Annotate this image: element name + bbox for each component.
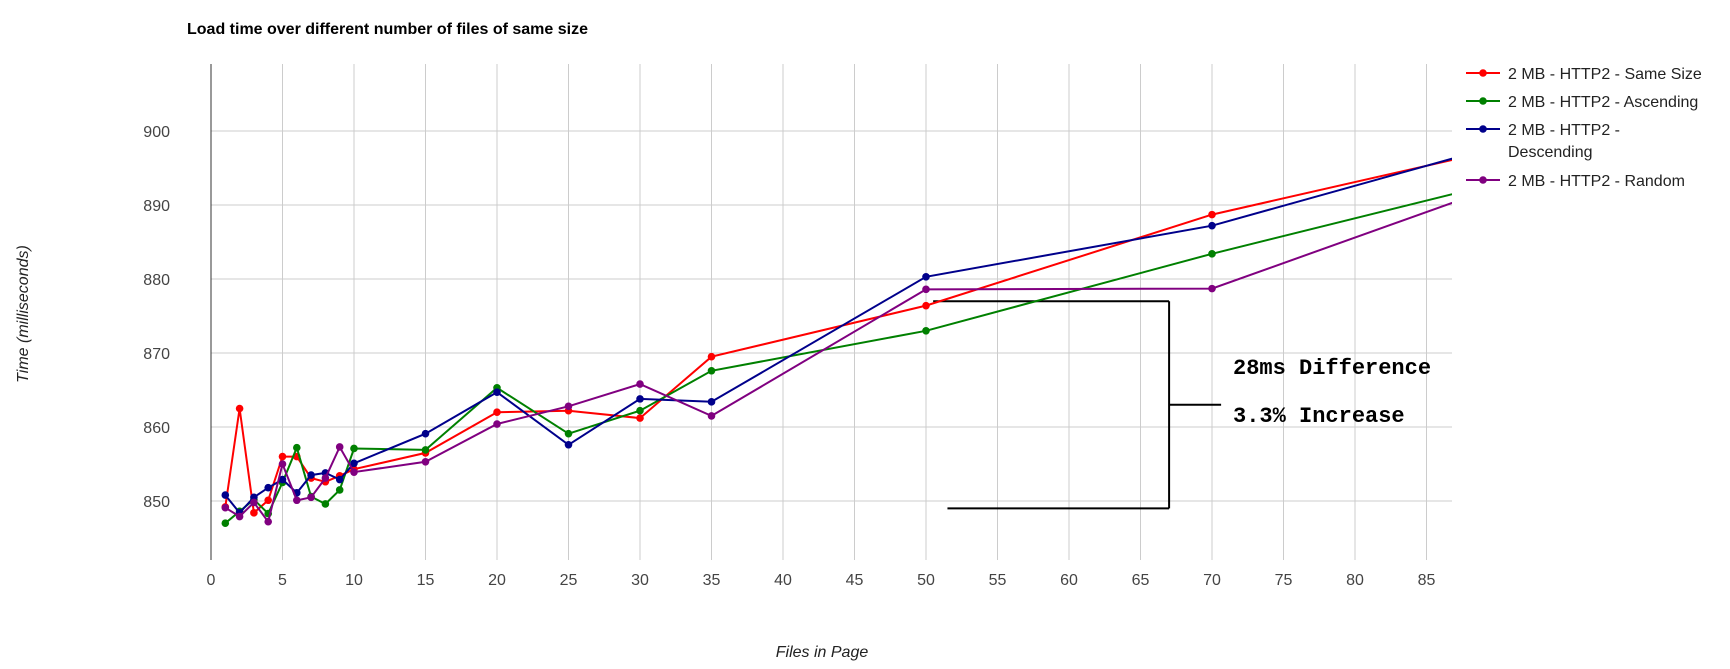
x-tick-label: 55 <box>989 572 1007 589</box>
data-point[interactable] <box>278 460 287 468</box>
data-point[interactable] <box>264 496 273 505</box>
annotation-difference: 28ms Difference <box>1233 356 1431 381</box>
x-tick-label: 40 <box>774 572 792 589</box>
y-tick-label: 860 <box>143 420 170 437</box>
legend-label[interactable]: 2 MB - HTTP2 -Descending <box>1508 122 1620 161</box>
data-point[interactable] <box>335 475 344 484</box>
data-point[interactable] <box>235 512 244 521</box>
x-axis-title: Files in Page <box>776 644 869 661</box>
x-tick-label: 80 <box>1346 572 1364 589</box>
data-point[interactable] <box>221 519 230 527</box>
data-point[interactable] <box>1208 250 1216 258</box>
data-point[interactable] <box>264 517 273 526</box>
data-point[interactable] <box>1208 284 1216 293</box>
y-tick-label: 890 <box>143 198 170 215</box>
data-point[interactable] <box>307 471 315 479</box>
series-3 <box>221 201 1452 526</box>
x-tick-label: 20 <box>488 572 506 589</box>
x-tick-label: 50 <box>917 572 935 589</box>
data-point[interactable] <box>707 366 716 375</box>
series-1 <box>221 193 1452 527</box>
data-point[interactable] <box>421 457 430 466</box>
data-point[interactable] <box>636 380 644 388</box>
data-point[interactable] <box>335 486 344 494</box>
y-tick-label: 880 <box>143 272 170 289</box>
data-point[interactable] <box>307 493 315 502</box>
y-tick-label: 900 <box>143 124 170 141</box>
data-point[interactable] <box>922 285 930 294</box>
series-line <box>224 201 1452 524</box>
x-tick-label: 10 <box>345 572 363 589</box>
x-tick-label: 75 <box>1275 572 1293 589</box>
series-group <box>221 157 1452 527</box>
difference-bracket <box>933 300 1222 510</box>
data-point[interactable] <box>350 468 358 476</box>
y-axis-title: Time (milliseconds) <box>15 245 32 383</box>
data-point[interactable] <box>321 474 330 482</box>
data-point[interactable] <box>564 429 573 438</box>
data-point[interactable] <box>707 412 716 420</box>
x-tick-label: 0 <box>207 572 216 589</box>
series-line <box>224 157 1452 515</box>
legend-label[interactable]: 2 MB - HTTP2 - Random <box>1508 173 1685 190</box>
legend-swatch-dot <box>1479 125 1487 133</box>
data-point[interactable] <box>350 444 358 453</box>
data-point[interactable] <box>564 402 573 411</box>
x-tick-label: 65 <box>1132 572 1150 589</box>
x-tick-label: 70 <box>1203 572 1221 589</box>
data-point[interactable] <box>221 503 230 512</box>
chart-title: Load time over different number of files… <box>187 21 588 38</box>
series-line <box>224 158 1452 515</box>
data-point[interactable] <box>636 414 644 422</box>
legend-label[interactable]: 2 MB - HTTP2 - Same Size <box>1508 66 1702 83</box>
data-point[interactable] <box>293 496 301 505</box>
legend-swatch-dot <box>1479 176 1487 184</box>
y-tick-label: 870 <box>143 346 170 363</box>
data-point[interactable] <box>250 498 258 507</box>
data-point[interactable] <box>335 443 344 451</box>
data-point[interactable] <box>564 440 573 449</box>
data-point[interactable] <box>1208 221 1216 230</box>
x-tick-label: 5 <box>278 572 287 589</box>
data-point[interactable] <box>221 491 230 499</box>
data-point[interactable] <box>493 408 501 417</box>
data-point[interactable] <box>707 352 716 361</box>
data-point[interactable] <box>264 483 273 492</box>
x-tick-label: 25 <box>560 572 578 589</box>
data-point[interactable] <box>421 429 430 438</box>
data-point[interactable] <box>250 509 258 517</box>
data-point[interactable] <box>636 406 644 415</box>
x-tick-label: 35 <box>703 572 721 589</box>
data-point[interactable] <box>922 327 930 335</box>
data-point[interactable] <box>293 443 301 452</box>
data-point[interactable] <box>636 395 644 403</box>
legend-swatch-dot <box>1479 69 1487 77</box>
data-point[interactable] <box>321 500 330 508</box>
data-point[interactable] <box>278 452 287 461</box>
x-tick-label: 60 <box>1060 572 1078 589</box>
x-tick-label: 30 <box>631 572 649 589</box>
data-point[interactable] <box>922 301 930 310</box>
legend: 2 MB - HTTP2 - Same Size 2 MB - HTTP2 - A… <box>1466 66 1702 190</box>
data-point[interactable] <box>493 420 501 428</box>
grid-lines: 0 5 10 15 20 25 30 35 40 45 50 55 60 65 70 75 80 85 850 860… <box>143 64 1452 589</box>
data-point[interactable] <box>707 398 716 406</box>
y-tick-label: 850 <box>143 494 170 511</box>
x-tick-label: 15 <box>417 572 435 589</box>
legend-label[interactable]: 2 MB - HTTP2 - Ascending <box>1508 94 1698 111</box>
data-point[interactable] <box>350 459 358 468</box>
x-tick-label: 45 <box>846 572 864 589</box>
data-point[interactable] <box>278 475 287 484</box>
data-point[interactable] <box>1208 210 1216 219</box>
data-point[interactable] <box>421 446 430 454</box>
data-point[interactable] <box>922 272 930 281</box>
series-2 <box>221 157 1452 517</box>
legend-swatch-dot <box>1479 97 1487 105</box>
annotation-increase: 3.3% Increase <box>1233 404 1405 429</box>
data-point[interactable] <box>493 388 501 397</box>
x-tick-label: 85 <box>1418 572 1436 589</box>
data-point[interactable] <box>235 404 244 413</box>
